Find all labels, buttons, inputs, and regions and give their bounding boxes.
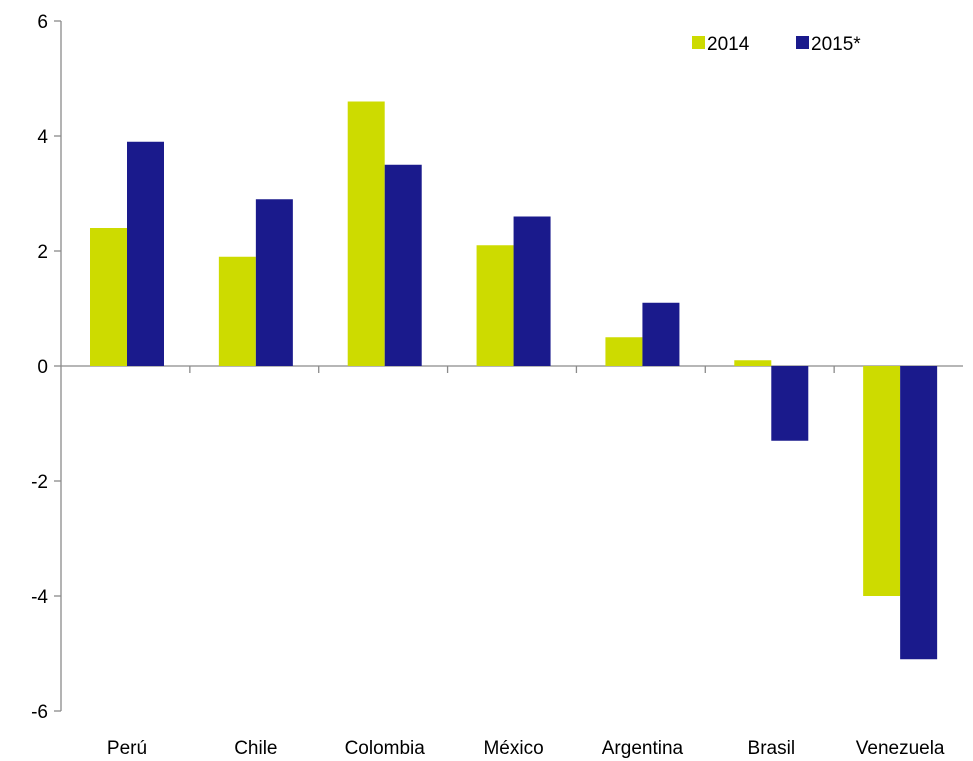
category-labels: Perú Chile Colombia México Argentina Brasil Ve… [107,738,945,759]
legend-label: 2015* [811,34,861,55]
bar-series-2 [255,199,293,366]
bar-series-2 [642,302,680,366]
bar-series-2 [127,141,164,366]
category-label: México [483,738,543,759]
bar-series-2 [900,366,938,660]
y-tick-label: -2 [31,472,48,493]
y-tick-label: -6 [31,702,48,723]
category-label: Brasil [748,738,796,759]
category-label: Perú [107,738,147,759]
bars [90,101,938,660]
bar-series-1 [476,245,514,366]
bar-series-1 [734,360,772,366]
bar-series-1 [863,366,901,596]
category-label: Argentina [602,738,684,759]
bar-series-1 [347,101,385,366]
y-tick-label: 2 [37,242,48,263]
category-label: Chile [234,738,277,759]
y-tick-label: 0 [37,357,48,378]
bar-series-1 [218,256,256,366]
category-label: Colombia [345,738,426,759]
legend-label: 2014 [707,34,750,55]
bar-series-1 [90,228,127,366]
x-axis [61,365,963,373]
y-tick-label: -4 [31,587,48,608]
y-tick-label: 4 [37,127,48,148]
category-label: Venezuela [856,738,945,759]
y-tick-label: 6 [37,12,48,33]
bar-series-2 [384,164,422,366]
legend: 2014 2015* [692,34,861,55]
bar-series-1 [605,337,643,366]
legend-swatch [692,36,705,49]
y-axis: -6 -4 -2 0 2 4 6 [31,12,62,723]
bar-series-2 [513,216,551,366]
bar-series-2 [771,366,809,441]
legend-swatch [796,36,809,49]
